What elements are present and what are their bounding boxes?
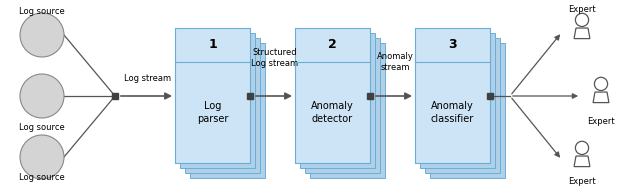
Text: Anomaly
stream: Anomaly stream <box>376 52 413 72</box>
Bar <box>112 93 118 99</box>
Bar <box>367 93 373 99</box>
Bar <box>415 28 490 163</box>
Polygon shape <box>593 92 609 103</box>
Circle shape <box>575 141 589 155</box>
Bar <box>300 33 375 168</box>
Text: Log source: Log source <box>19 124 65 133</box>
Bar <box>487 93 493 99</box>
Polygon shape <box>574 156 590 167</box>
Bar <box>175 28 250 163</box>
Circle shape <box>20 135 64 179</box>
Bar <box>247 93 253 99</box>
Circle shape <box>20 74 64 118</box>
Text: Log source: Log source <box>19 173 65 182</box>
Bar <box>425 38 500 173</box>
Bar <box>190 43 265 178</box>
Circle shape <box>595 77 607 91</box>
Text: 3: 3 <box>448 38 457 51</box>
Bar <box>420 33 495 168</box>
Text: Structured
Log stream: Structured Log stream <box>252 48 299 68</box>
Text: Log
parser: Log parser <box>197 101 228 124</box>
Bar <box>310 43 385 178</box>
Text: 1: 1 <box>208 38 217 51</box>
Text: Expert: Expert <box>568 177 596 186</box>
Circle shape <box>575 13 589 27</box>
Bar <box>295 28 370 163</box>
Circle shape <box>20 13 64 57</box>
Text: Log source: Log source <box>19 7 65 16</box>
Text: Expert: Expert <box>568 6 596 15</box>
Text: Expert: Expert <box>587 117 615 126</box>
Bar <box>180 33 255 168</box>
Text: Anomaly
classifier: Anomaly classifier <box>431 101 474 124</box>
Polygon shape <box>574 28 590 39</box>
Bar <box>185 38 260 173</box>
Text: Log stream: Log stream <box>124 74 172 83</box>
Text: 2: 2 <box>328 38 337 51</box>
Text: Anomaly
detector: Anomaly detector <box>311 101 354 124</box>
Bar <box>305 38 380 173</box>
Bar <box>430 43 505 178</box>
